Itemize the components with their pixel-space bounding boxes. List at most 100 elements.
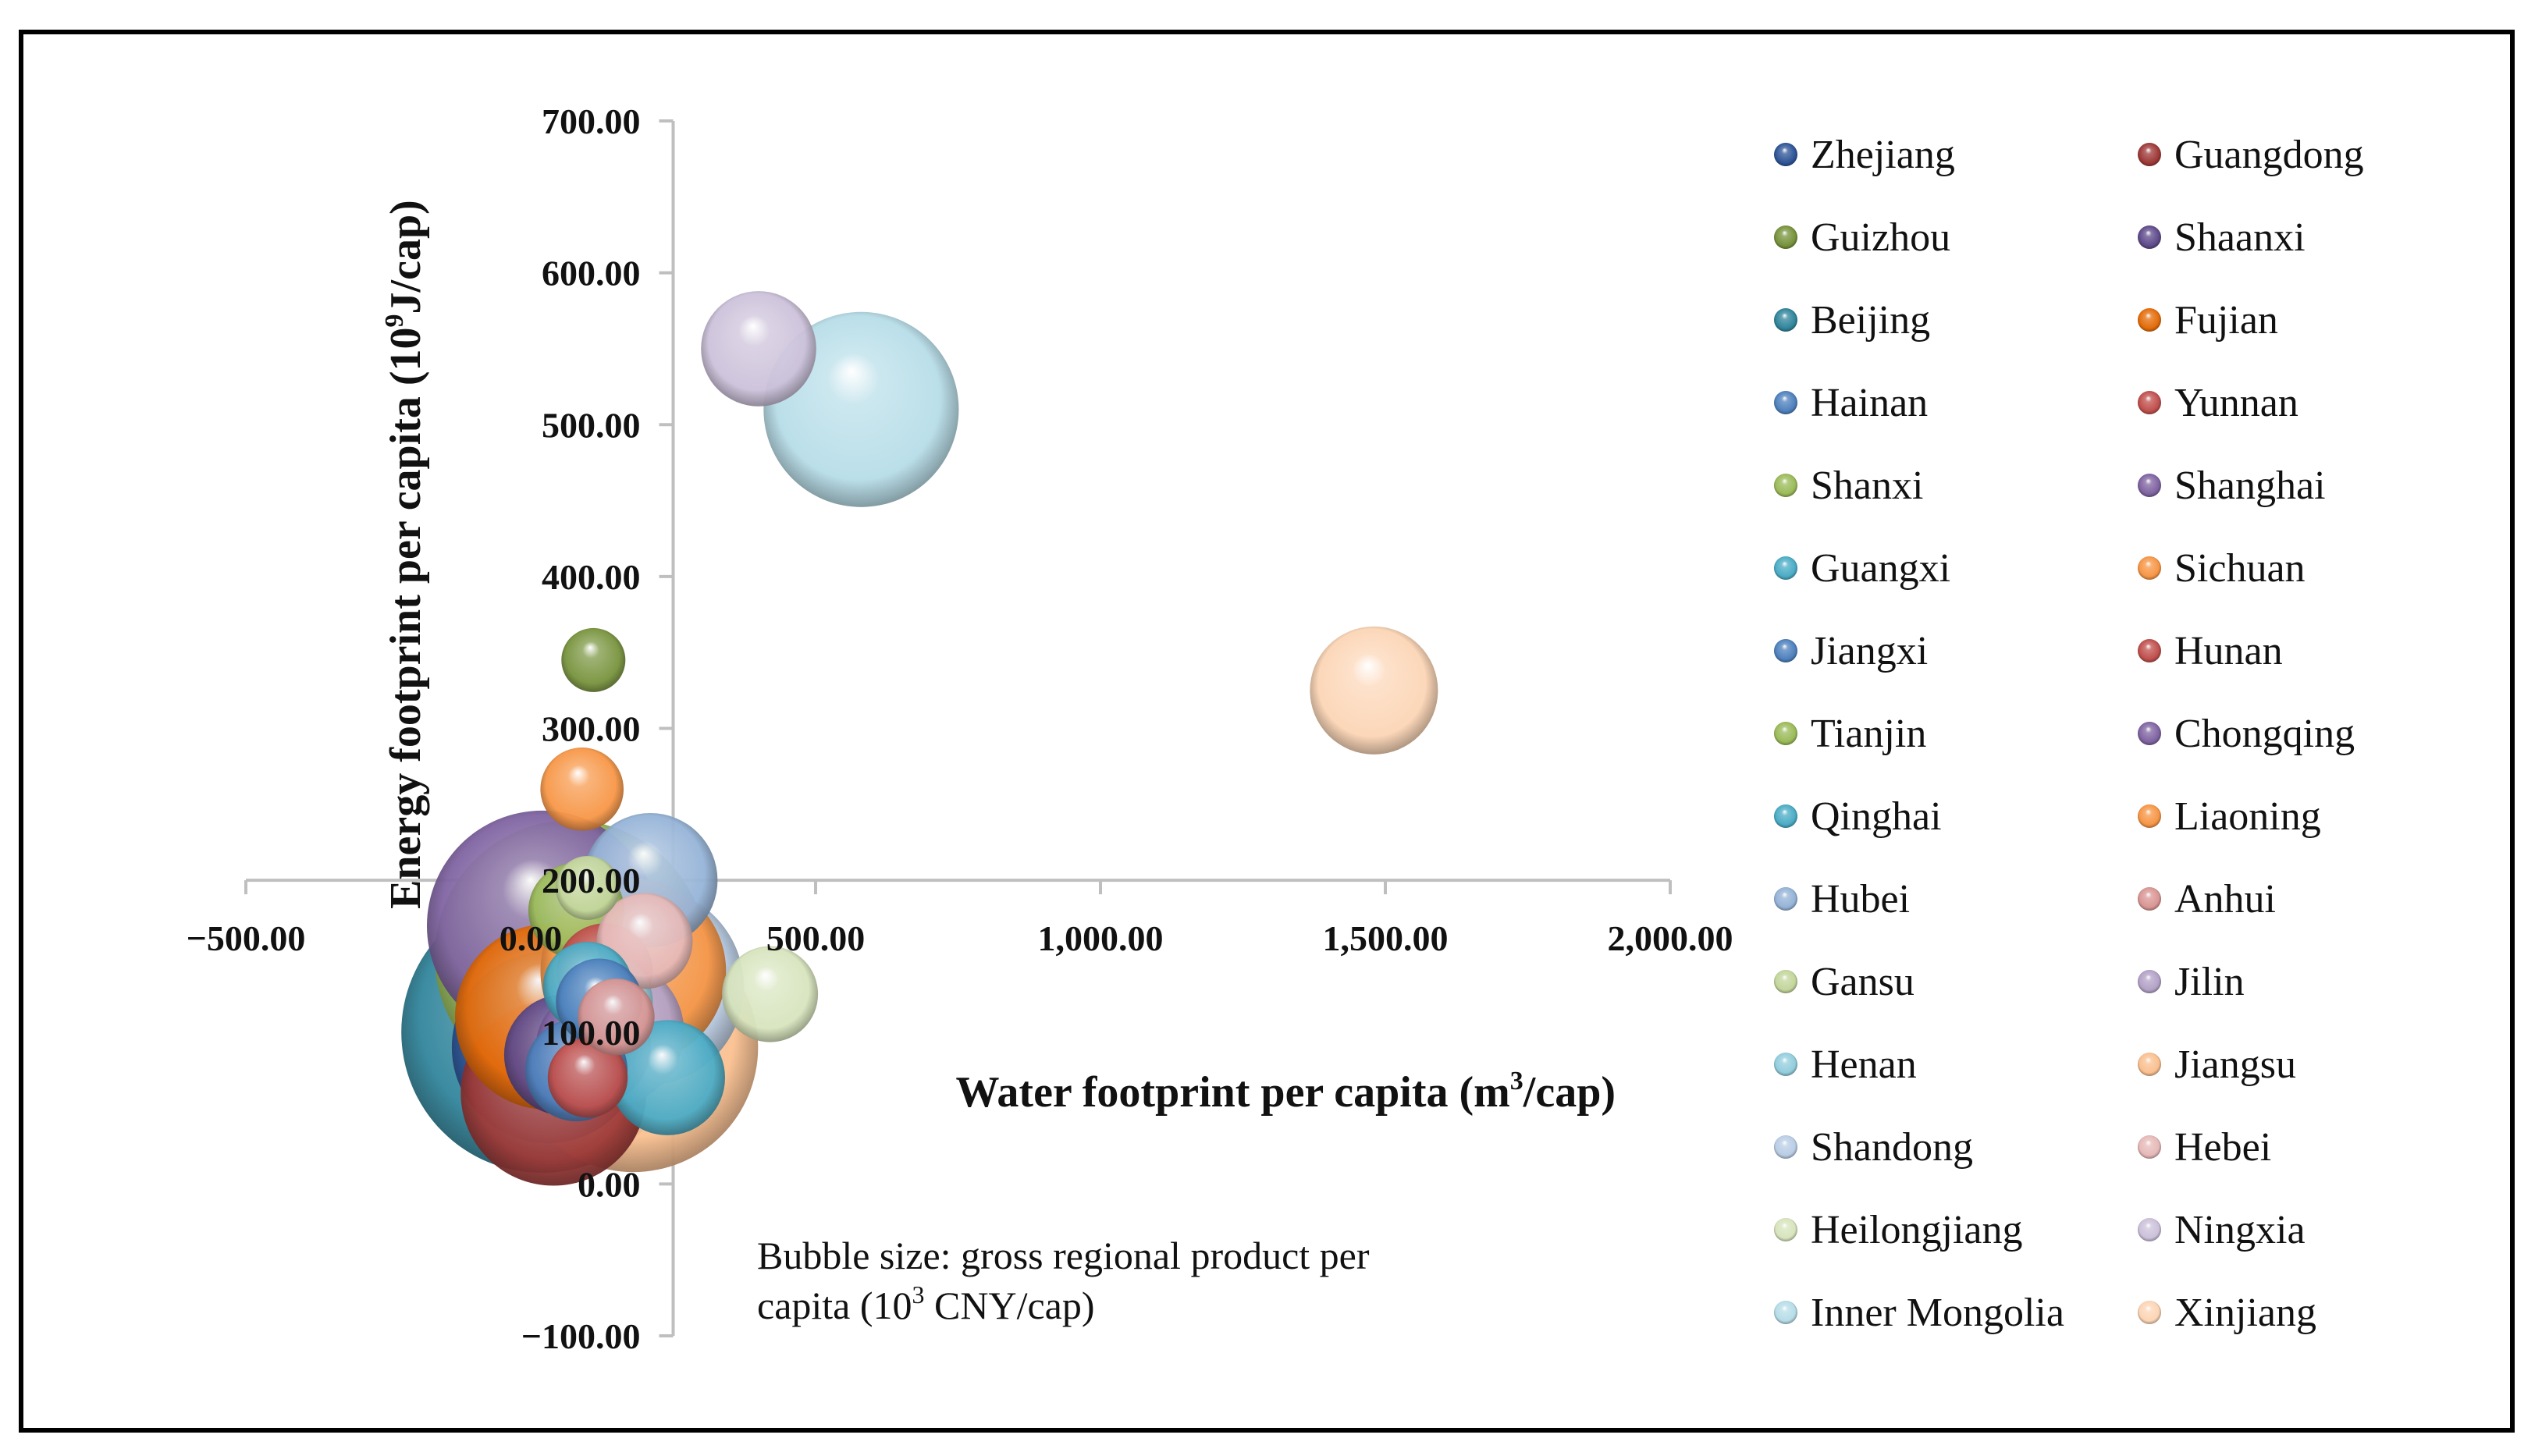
- bubble-guizhou: [561, 627, 626, 692]
- legend-label: Hainan: [1811, 381, 1928, 425]
- legend: Zhejiang Guangdong Guizhou Shaanxi Beijing Fu…: [1774, 133, 2364, 1335]
- legend-label: Guizhou: [1811, 215, 1950, 260]
- legend-marker: [2138, 556, 2161, 580]
- legend-item-shandong: Shandong: [1774, 1125, 1973, 1170]
- legend-item-gansu: Gansu: [1774, 960, 1914, 1004]
- x-tick-label: 1,500.00: [1323, 918, 1449, 958]
- legend-item-liaoning: Liaoning: [2138, 794, 2321, 839]
- legend-marker: [2138, 1135, 2161, 1159]
- legend-label: Liaoning: [2174, 794, 2321, 839]
- x-tick-label: 500.00: [766, 918, 866, 958]
- x-tick-label: 0.00: [500, 918, 563, 958]
- legend-item-hubei: Hubei: [1774, 877, 1910, 922]
- bubble-sichuan: [540, 748, 624, 831]
- legend-item-jiangsu: Jiangsu: [2138, 1042, 2296, 1087]
- bubble-yunnan: [547, 1037, 628, 1118]
- legend-item-ningxia: Ningxia: [2138, 1208, 2306, 1252]
- legend-marker: [1774, 1053, 1797, 1076]
- legend-label: Guangxi: [1811, 546, 1950, 591]
- legend-label: Jiangxi: [1811, 629, 1928, 673]
- legend-label: Xinjiang: [2174, 1291, 2316, 1335]
- legend-item-guangxi: Guangxi: [1774, 546, 1950, 591]
- legend-label: Yunnan: [2174, 381, 2298, 425]
- y-tick-label: 200.00: [542, 861, 641, 900]
- legend-marker: [2138, 391, 2161, 414]
- legend-marker: [1774, 143, 1797, 166]
- legend-item-anhui: Anhui: [2138, 877, 2276, 922]
- bubble-anhui: [578, 978, 655, 1056]
- legend-label: Ningxia: [2174, 1208, 2306, 1252]
- legend-label: Zhejiang: [1811, 133, 1955, 177]
- legend-label: Chongqing: [2174, 712, 2355, 756]
- legend-item-beijing: Beijing: [1774, 298, 1930, 343]
- legend-marker: [1774, 308, 1797, 332]
- legend-marker: [1774, 804, 1797, 828]
- legend-marker: [2138, 1053, 2161, 1076]
- legend-marker: [1774, 391, 1797, 414]
- bubble-heilongjiang: [722, 946, 819, 1042]
- legend-label: Qinghai: [1811, 794, 1942, 839]
- legend-item-shaanxi: Shaanxi: [2138, 215, 2306, 260]
- legend-item-heilongjiang: Heilongjiang: [1774, 1208, 2023, 1252]
- tick-labels: −500.00 0.00 500.00 1,000.00 1,500.00 2,000.0…: [187, 101, 1733, 1356]
- legend-marker: [2138, 1218, 2161, 1241]
- legend-label: Heilongjiang: [1811, 1208, 2023, 1252]
- legend-item-inner-mongolia: Inner Mongolia: [1774, 1291, 2064, 1335]
- legend-marker: [1774, 887, 1797, 911]
- legend-marker: [2138, 804, 2161, 828]
- legend-item-shanxi: Shanxi: [1774, 463, 1923, 508]
- legend-marker: [1774, 556, 1797, 580]
- legend-label: Guangdong: [2174, 133, 2364, 177]
- legend-marker: [1774, 226, 1797, 249]
- axes: [244, 119, 1672, 1337]
- y-tick-label: 500.00: [542, 405, 641, 445]
- legend-label: Beijing: [1811, 298, 1930, 343]
- legend-marker: [1774, 639, 1797, 662]
- bubble-size-note-line2: capita (103 CNY/cap): [757, 1280, 1095, 1327]
- y-tick-label: 700.00: [542, 101, 641, 141]
- legend-marker: [1774, 970, 1797, 993]
- legend-marker: [2138, 308, 2161, 332]
- bubble-xinjiang: [1310, 626, 1438, 755]
- legend-label: Sichuan: [2174, 546, 2306, 591]
- legend-item-jiangxi: Jiangxi: [1774, 629, 1928, 673]
- legend-item-jilin: Jilin: [2138, 960, 2245, 1004]
- legend-label: Hunan: [2174, 629, 2283, 673]
- legend-item-shanghai: Shanghai: [2138, 463, 2326, 508]
- legend-marker: [2138, 970, 2161, 993]
- legend-item-hunan: Hunan: [2138, 629, 2283, 673]
- legend-label: Tianjin: [1811, 712, 1926, 756]
- x-axis-title: Water footprint per capita (m3/cap): [956, 1067, 1616, 1117]
- legend-marker: [2138, 887, 2161, 911]
- legend-label: Anhui: [2174, 877, 2276, 922]
- legend-item-xinjiang: Xinjiang: [2138, 1291, 2316, 1335]
- legend-label: Shanxi: [1811, 463, 1923, 508]
- legend-item-henan: Henan: [1774, 1042, 1917, 1087]
- y-axis-ticks: [659, 119, 674, 1337]
- bubble-gansu: [556, 855, 620, 920]
- legend-label: Henan: [1811, 1042, 1917, 1087]
- legend-label: Shandong: [1811, 1125, 1973, 1170]
- legend-item-sichuan: Sichuan: [2138, 546, 2306, 591]
- legend-label: Hubei: [1811, 877, 1910, 922]
- legend-item-guangdong: Guangdong: [2138, 133, 2364, 177]
- legend-item-zhejiang: Zhejiang: [1774, 133, 1955, 177]
- legend-label: Shaanxi: [2174, 215, 2306, 260]
- legend-marker: [2138, 639, 2161, 662]
- legend-marker: [1774, 1301, 1797, 1324]
- y-tick-label: 600.00: [542, 254, 641, 293]
- legend-item-tianjin: Tianjin: [1774, 712, 1926, 756]
- y-tick-label: 400.00: [542, 557, 641, 597]
- legend-marker: [1774, 1135, 1797, 1159]
- y-axis-title: Energy footprint per capita (109J/cap): [380, 200, 430, 909]
- legend-label: Gansu: [1811, 960, 1914, 1004]
- legend-label: Shanghai: [2174, 463, 2326, 508]
- legend-marker: [1774, 1218, 1797, 1241]
- legend-marker: [2138, 1301, 2161, 1324]
- x-tick-label: −500.00: [187, 918, 306, 958]
- bubble-qinghai: [610, 1020, 725, 1135]
- legend-item-hebei: Hebei: [2138, 1125, 2271, 1170]
- legend-item-chongqing: Chongqing: [2138, 712, 2355, 756]
- y-tick-label: 0.00: [578, 1164, 641, 1204]
